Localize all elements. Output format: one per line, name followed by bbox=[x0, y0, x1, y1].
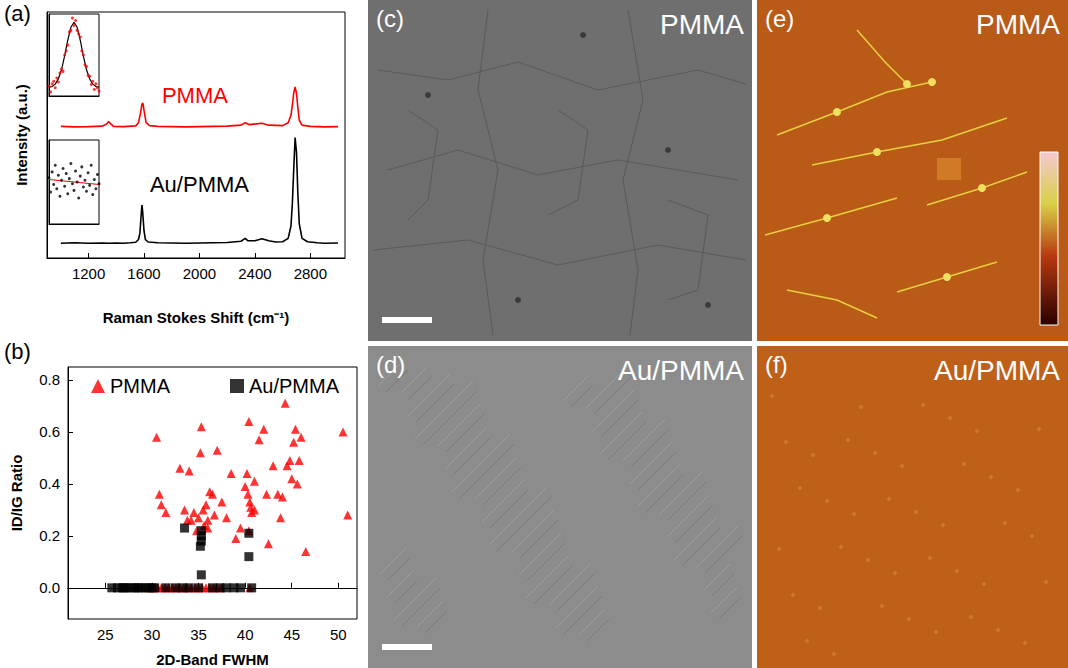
svg-text:1200: 1200 bbox=[72, 265, 105, 282]
svg-text:(a): (a) bbox=[4, 1, 31, 26]
svg-text:Au/PMMA: Au/PMMA bbox=[249, 375, 340, 397]
svg-text:40: 40 bbox=[237, 626, 254, 643]
svg-text:(f): (f) bbox=[765, 351, 788, 378]
svg-text:Au/PMMA: Au/PMMA bbox=[934, 355, 1060, 386]
svg-text:30: 30 bbox=[144, 626, 161, 643]
svg-text:2000: 2000 bbox=[183, 265, 216, 282]
svg-text:Raman Stokes Shift (cm⁻¹): Raman Stokes Shift (cm⁻¹) bbox=[103, 309, 290, 326]
svg-text:(e): (e) bbox=[765, 5, 794, 32]
svg-text:0.8: 0.8 bbox=[39, 371, 60, 388]
svg-text:Au/PMMA: Au/PMMA bbox=[618, 355, 744, 386]
svg-text:0.4: 0.4 bbox=[39, 475, 60, 492]
svg-text:ID/IG Ratio: ID/IG Ratio bbox=[8, 455, 25, 532]
svg-text:PMMA: PMMA bbox=[660, 9, 744, 40]
svg-text:Intensity (a.u.): Intensity (a.u.) bbox=[13, 84, 30, 186]
svg-text:1600: 1600 bbox=[127, 265, 160, 282]
svg-text:(c): (c) bbox=[376, 5, 404, 32]
svg-text:(d): (d) bbox=[376, 351, 405, 378]
svg-text:0.0: 0.0 bbox=[39, 579, 60, 596]
svg-text:35: 35 bbox=[190, 626, 207, 643]
svg-text:Au/PMMA: Au/PMMA bbox=[150, 172, 249, 197]
svg-text:0.6: 0.6 bbox=[39, 423, 60, 440]
svg-text:(b): (b) bbox=[4, 339, 31, 364]
svg-text:2400: 2400 bbox=[238, 265, 271, 282]
svg-text:45: 45 bbox=[283, 626, 300, 643]
svg-text:PMMA: PMMA bbox=[976, 9, 1060, 40]
svg-text:2D-Band FWHM: 2D-Band FWHM bbox=[156, 651, 269, 668]
svg-text:0.2: 0.2 bbox=[39, 527, 60, 544]
svg-text:PMMA: PMMA bbox=[162, 83, 228, 108]
svg-text:2800: 2800 bbox=[294, 265, 327, 282]
svg-text:PMMA: PMMA bbox=[110, 375, 171, 397]
svg-text:50: 50 bbox=[330, 626, 347, 643]
svg-text:25: 25 bbox=[97, 626, 114, 643]
